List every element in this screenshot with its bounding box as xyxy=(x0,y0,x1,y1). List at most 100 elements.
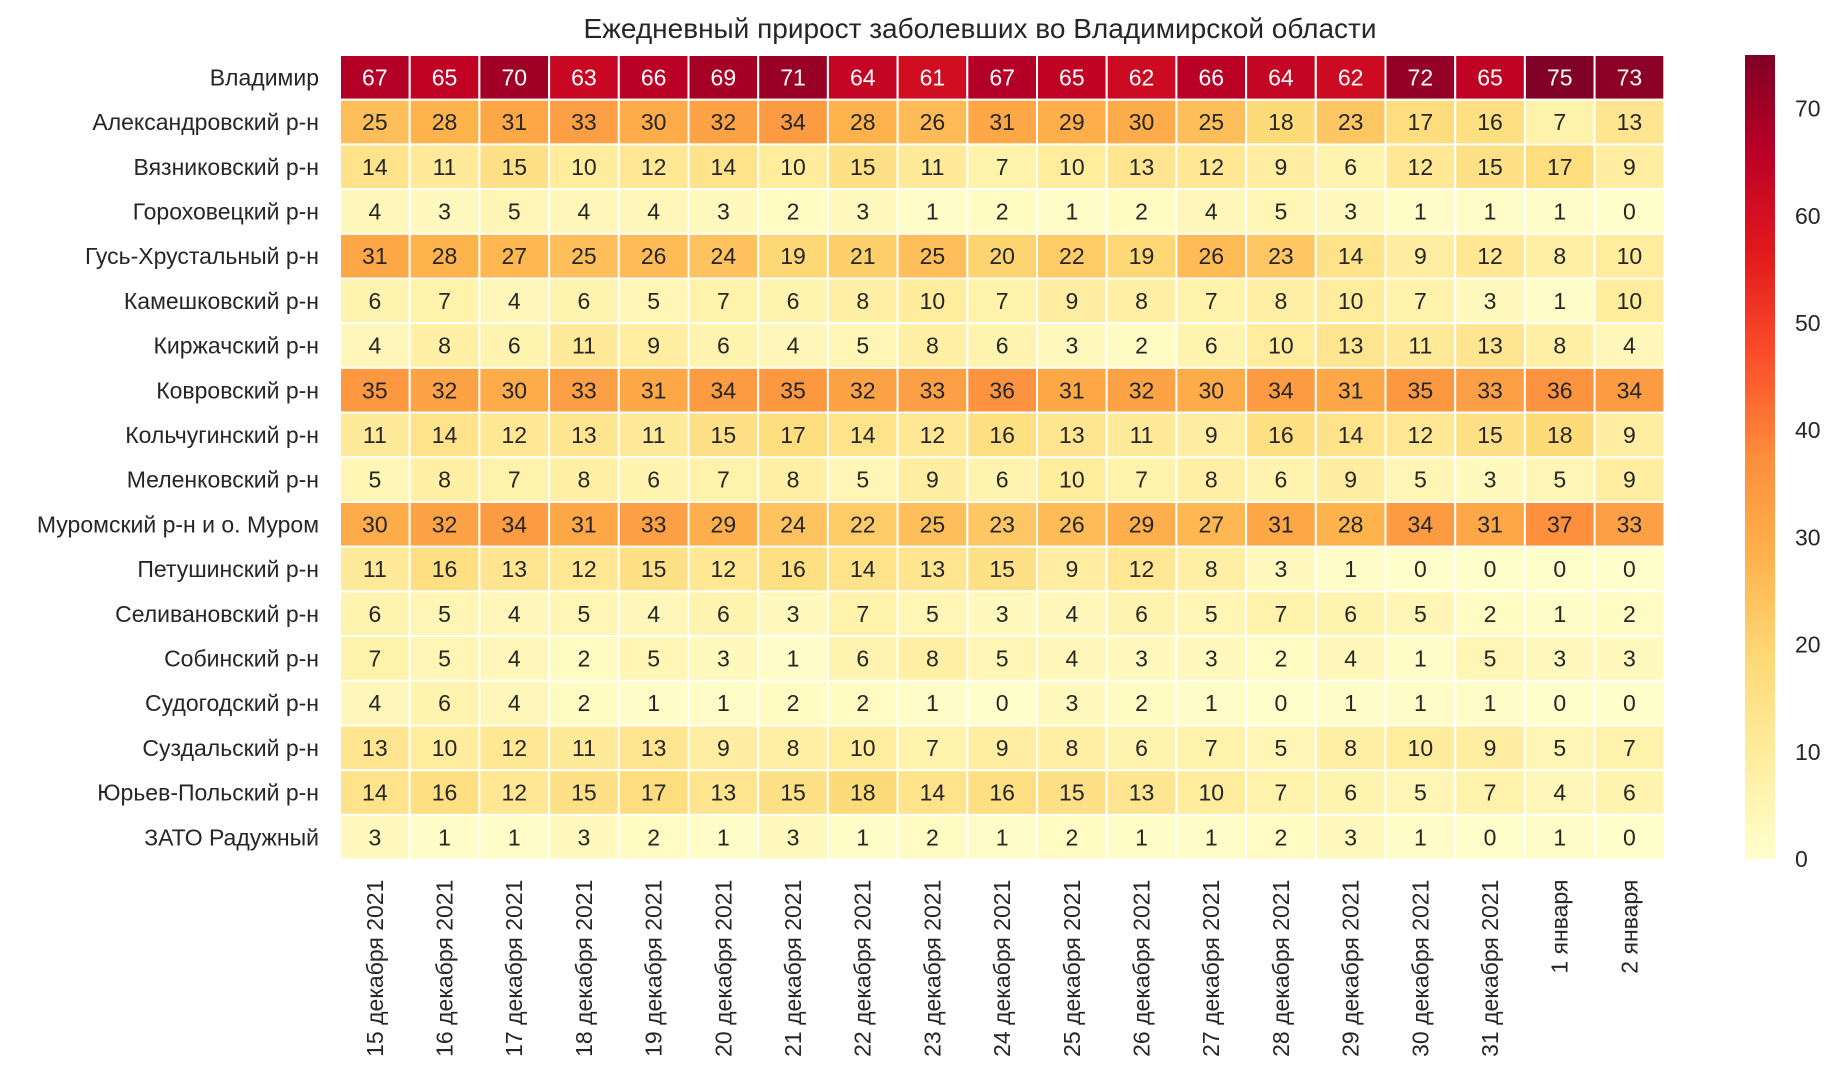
heatmap-cell xyxy=(478,501,551,548)
cell-value-label: 4 xyxy=(1065,645,1078,671)
cell-value-label: 7 xyxy=(1623,735,1636,761)
cell-value-label: 6 xyxy=(996,467,1009,493)
cell-value-label: 8 xyxy=(926,645,939,671)
cell-value-label: 8 xyxy=(1344,735,1357,761)
heatmap-cell xyxy=(1314,724,1387,772)
heatmap-cell xyxy=(1454,188,1526,235)
cell-value-label: 31 xyxy=(1477,511,1503,537)
cell-value-label: 21 xyxy=(850,243,876,269)
cell-value-label: 22 xyxy=(1059,243,1085,269)
cell-value-label: 10 xyxy=(1198,780,1224,806)
heatmap-cell xyxy=(1175,232,1248,280)
cell-value-label: 31 xyxy=(1059,377,1085,403)
cell-value-label: 7 xyxy=(926,735,939,761)
heatmap-cell xyxy=(896,366,969,414)
cell-value-label: 16 xyxy=(1268,422,1294,448)
heatmap-cell xyxy=(408,545,481,593)
cell-value-label: 26 xyxy=(920,109,946,135)
cell-value-label: 31 xyxy=(571,511,597,537)
cell-value-label: 8 xyxy=(787,735,800,761)
cell-value-label: 11 xyxy=(1408,333,1432,359)
heatmap-cell xyxy=(1384,366,1457,414)
cell-value-label: 14 xyxy=(850,422,876,448)
cell-value-label: 8 xyxy=(856,288,869,314)
heatmap-cell xyxy=(548,769,620,816)
cell-value-label: 9 xyxy=(1065,288,1078,314)
heatmap-cell xyxy=(339,590,411,638)
column-label: 19 декабря 2021 xyxy=(641,880,667,1057)
cell-value-label: 3 xyxy=(1553,645,1566,671)
heatmap-cell xyxy=(687,232,760,280)
heatmap-cell xyxy=(896,277,969,325)
cell-value-label: 17 xyxy=(641,780,667,806)
heatmap-cell xyxy=(687,769,760,816)
heatmap-cell xyxy=(966,143,1038,191)
cell-value-label: 7 xyxy=(438,288,451,314)
cell-value-label: 15 xyxy=(711,422,737,448)
cell-value-label: 5 xyxy=(438,645,451,671)
heatmap-cell xyxy=(1454,545,1526,593)
cell-value-label: 8 xyxy=(926,333,939,359)
column-label: 27 декабря 2021 xyxy=(1198,880,1224,1057)
cell-value-label: 1 xyxy=(1135,824,1148,850)
cell-value-label: 12 xyxy=(1408,422,1434,448)
heatmap-cell xyxy=(1105,724,1178,772)
cell-value-label: 1 xyxy=(1414,198,1427,224)
heatmap-cell xyxy=(1245,366,1317,414)
cell-value-label: 6 xyxy=(787,288,800,314)
cell-value-label: 5 xyxy=(1275,735,1288,761)
cell-value-label: 62 xyxy=(1338,64,1364,90)
heatmap-cell xyxy=(757,322,829,369)
heatmap-cell xyxy=(1036,456,1108,503)
cell-value-label: 37 xyxy=(1547,511,1573,537)
row-label: Ковровский р-н xyxy=(156,377,319,403)
column-label: 2 января xyxy=(1616,880,1642,974)
heatmap-cell xyxy=(548,143,620,191)
cell-value-label: 1 xyxy=(438,824,451,850)
heatmap-cell xyxy=(617,545,690,593)
heatmap-cell xyxy=(548,98,620,146)
cell-value-label: 13 xyxy=(1617,109,1643,135)
cell-value-label: 3 xyxy=(1205,645,1218,671)
heatmap-cell xyxy=(1105,679,1178,727)
cell-value-label: 8 xyxy=(578,467,591,493)
cell-value-label: 10 xyxy=(1617,243,1643,269)
cell-value-label: 15 xyxy=(780,780,806,806)
cell-value-label: 25 xyxy=(362,109,388,135)
heatmap-cell xyxy=(1454,366,1526,414)
cell-value-label: 10 xyxy=(1059,154,1085,180)
cell-value-label: 1 xyxy=(647,690,660,716)
cell-value-label: 10 xyxy=(1617,288,1643,314)
heatmap-cell xyxy=(826,769,899,816)
chart-title: Ежедневный прирост заболевших во Владими… xyxy=(583,13,1376,44)
cell-value-label: 7 xyxy=(368,645,381,671)
cell-value-label: 4 xyxy=(368,333,381,359)
heatmap-cell xyxy=(687,590,760,638)
heatmap-cell xyxy=(896,232,969,280)
cell-value-label: 34 xyxy=(780,109,806,135)
colorbar-tick-label: 30 xyxy=(1795,524,1821,550)
cell-value-label: 10 xyxy=(780,154,806,180)
cell-value-label: 1 xyxy=(717,824,730,850)
cell-value-label: 4 xyxy=(1344,645,1357,671)
heatmap-cell xyxy=(966,54,1038,101)
cell-value-label: 25 xyxy=(920,243,946,269)
cell-value-label: 2 xyxy=(1484,601,1497,627)
cell-value-label: 6 xyxy=(1344,601,1357,627)
cell-value-label: 1 xyxy=(1553,601,1566,627)
cell-value-label: 4 xyxy=(368,690,381,716)
cell-value-label: 19 xyxy=(1129,243,1155,269)
cell-value-label: 14 xyxy=(1338,422,1364,448)
cell-value-label: 5 xyxy=(438,601,451,627)
cell-value-label: 29 xyxy=(711,511,737,537)
cell-value-label: 8 xyxy=(1135,288,1148,314)
cell-value-label: 9 xyxy=(647,333,660,359)
heatmap-cell xyxy=(1314,813,1387,861)
heatmap-cell xyxy=(1314,277,1387,325)
cell-value-label: 3 xyxy=(1065,333,1078,359)
cell-value-label: 6 xyxy=(1135,601,1148,627)
heatmap-cell xyxy=(966,769,1038,816)
heatmap-cell xyxy=(757,501,829,548)
cell-value-label: 2 xyxy=(1623,601,1636,627)
